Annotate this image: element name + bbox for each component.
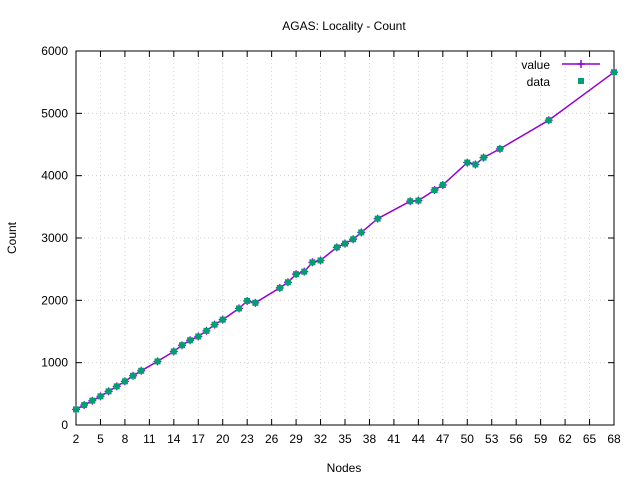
data-point-data (317, 257, 324, 264)
x-tick-label: 23 (241, 432, 255, 446)
x-tick-label: 20 (216, 432, 230, 446)
data-point-data (545, 117, 552, 124)
data-point-data (415, 197, 422, 204)
data-point-data (480, 154, 487, 161)
x-tick-label: 17 (192, 432, 206, 446)
x-tick-label: 32 (314, 432, 328, 446)
data-point-data (431, 187, 438, 194)
data-point-data (244, 297, 251, 304)
data-point-data (293, 271, 300, 278)
data-point-data (358, 229, 365, 236)
y-tick-label: 0 (61, 418, 68, 432)
chart-title: AGAS: Locality - Count (282, 19, 406, 33)
x-tick-label: 29 (289, 432, 303, 446)
x-axis-label: Nodes (327, 461, 362, 475)
x-tick-label: 2 (73, 432, 80, 446)
x-tick-label: 68 (607, 432, 621, 446)
y-tick-label: 5000 (41, 106, 68, 120)
data-point-data (496, 145, 503, 152)
x-tick-label: 11 (143, 432, 156, 446)
data-point-data (236, 305, 243, 312)
data-point-data (472, 161, 479, 168)
x-tick-label: 5 (97, 432, 104, 446)
x-tick-label: 8 (122, 432, 129, 446)
x-tick-label: 65 (583, 432, 597, 446)
data-point-data (309, 259, 316, 266)
data-point-data (439, 182, 446, 189)
y-axis-label: Count (5, 221, 19, 254)
x-tick-label: 38 (363, 432, 377, 446)
data-point-data (301, 268, 308, 275)
data-point-data (138, 367, 145, 374)
legend: value data (521, 58, 600, 89)
ticks-layer: 0 1000 2000 3000 4000 5000 6000 2 5 8 11 14 17 20 23 26… (41, 44, 621, 446)
y-tick-label: 6000 (41, 44, 68, 58)
legend-label-data: data (527, 75, 551, 89)
x-tick-label: 62 (558, 432, 572, 446)
series-layer (72, 68, 618, 414)
x-tick-label: 35 (338, 432, 352, 446)
data-point-data (219, 316, 226, 323)
data-point-data (350, 236, 357, 243)
y-tick-label: 1000 (41, 356, 68, 370)
x-tick-label: 56 (510, 432, 524, 446)
data-point-data (178, 342, 185, 349)
y-tick-label: 4000 (41, 169, 68, 183)
data-point-data (464, 159, 471, 166)
x-tick-label: 59 (534, 432, 548, 446)
legend-label-value: value (521, 58, 550, 72)
data-point-data (276, 284, 283, 291)
data-point-data (407, 198, 414, 205)
data-point-data (187, 337, 194, 344)
y-tick-label: 3000 (41, 231, 68, 245)
x-tick-label: 26 (265, 432, 279, 446)
legend-marker-data (578, 78, 584, 84)
data-point-data (374, 215, 381, 222)
data-point-data (154, 358, 161, 365)
data-point-data (105, 388, 112, 395)
data-point-data (211, 321, 218, 328)
data-point-data (81, 402, 88, 409)
x-tick-label: 14 (167, 432, 181, 446)
data-point-data (333, 244, 340, 251)
data-point-data (89, 397, 96, 404)
data-point-data (97, 393, 104, 400)
legend-marker-value (577, 60, 585, 68)
x-tick-label: 47 (436, 432, 450, 446)
data-point-data (113, 383, 120, 390)
y-tick-label: 2000 (41, 293, 68, 307)
data-point-data (130, 372, 137, 379)
data-point-data (73, 406, 79, 413)
data-point-data (170, 348, 177, 355)
data-point-data (342, 240, 348, 247)
x-tick-label: 44 (412, 432, 426, 446)
data-point-data (611, 69, 617, 76)
x-tick-label: 53 (485, 432, 499, 446)
data-point-data (195, 333, 202, 340)
data-point-data (284, 279, 291, 286)
x-tick-label: 50 (461, 432, 475, 446)
data-point-data (252, 299, 259, 306)
data-point-data (121, 378, 128, 385)
data-point-data (203, 327, 210, 334)
x-tick-label: 41 (387, 432, 401, 446)
